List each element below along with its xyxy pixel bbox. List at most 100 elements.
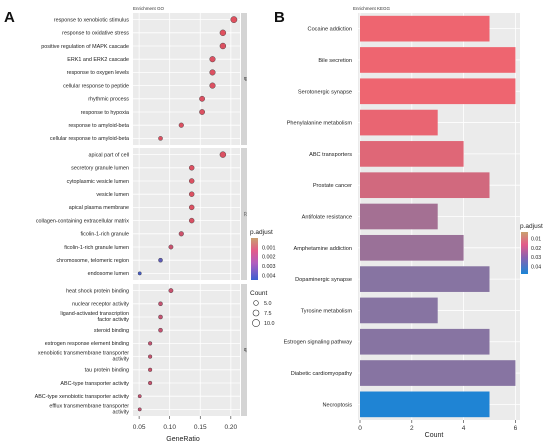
kegg-bar <box>360 203 438 230</box>
go-term-label: apical plasma membrane <box>69 205 129 211</box>
go-term-point <box>178 122 184 128</box>
go-term-point <box>158 257 163 263</box>
go-facet-strip <box>241 284 247 416</box>
kegg-x-tick-label: 6 <box>514 425 518 432</box>
go-legend: p.adjust 0.001 0.002 0.003 0.004 Count 5.0 7… <box>250 229 276 327</box>
kegg-category-label: Necroptosis <box>322 402 352 408</box>
go-term-label: nuclear receptor activity <box>72 302 129 308</box>
go-dotplot-panel: A Enrichment GO response to xenobiotic s… <box>4 6 276 443</box>
go-size-legend-circle <box>253 300 259 306</box>
go-term-point <box>209 69 216 76</box>
go-term-label: vesicle lumen <box>96 192 129 198</box>
panel-b-letter: B <box>274 9 285 26</box>
go-term-point <box>148 341 153 346</box>
go-term-label: heat shock protein binding <box>66 288 129 294</box>
go-facet-strip <box>241 148 247 280</box>
go-size-legend-label: 7.5 <box>264 311 272 317</box>
go-term-point <box>148 380 153 386</box>
go-term-point <box>158 327 163 333</box>
go-color-tick-label: 0.002 <box>262 255 276 261</box>
go-facet-strip <box>241 13 247 145</box>
go-term-label: ERK1 and ERK2 cascade <box>67 57 129 63</box>
kegg-bar <box>360 234 464 261</box>
go-term-point <box>188 204 195 211</box>
go-facet-strip-label: BP <box>243 77 247 81</box>
go-facet-background <box>133 284 240 416</box>
go-term-point <box>137 407 142 412</box>
go-color-tick-label: 0.001 <box>262 245 276 251</box>
kegg-category-label: Dopaminergic synapse <box>295 277 352 283</box>
go-term-label: efflux transmembrane transporter activity <box>49 403 129 415</box>
kegg-bar <box>360 47 516 73</box>
go-chart-title: Enrichment GO <box>133 6 165 11</box>
go-term-point <box>137 394 142 399</box>
go-term-label: response to amyloid-beta <box>68 123 129 129</box>
go-term-point <box>158 301 163 307</box>
kegg-category-label: Bile secretion <box>318 58 352 64</box>
go-color-legend-title: p.adjust <box>250 229 273 236</box>
kegg-category-label: Amphetamine addiction <box>294 246 352 252</box>
kegg-color-bar <box>521 232 528 274</box>
kegg-color-tick-label: 0.01 <box>531 237 541 243</box>
go-term-label: secretory granule lumen <box>71 166 129 172</box>
go-term-label: ABC-type transporter activity <box>60 381 129 387</box>
go-term-point <box>199 109 205 115</box>
kegg-chart-title: Enrichment KEGG <box>353 6 391 11</box>
go-term-point <box>148 354 153 359</box>
go-term-point <box>148 367 153 372</box>
kegg-color-tick-label: 0.02 <box>531 246 541 252</box>
go-term-point <box>209 56 216 63</box>
go-term-point <box>168 244 174 250</box>
kegg-bar <box>360 78 516 105</box>
go-x-tick-label: 0.10 <box>163 424 176 431</box>
go-term-point <box>219 42 227 50</box>
go-term-label: response to xenobiotic stimulus <box>54 17 130 23</box>
go-term-label: collagen-containing extracellular matrix <box>36 218 129 224</box>
go-term-point <box>219 151 227 158</box>
kegg-category-label: Phenylalanine metabolism <box>287 121 353 127</box>
go-color-tick-label: 0.004 <box>262 273 276 279</box>
kegg-x-tick-label: 2 <box>410 425 414 432</box>
go-term-point <box>188 165 195 171</box>
go-x-tick-label: 0.05 <box>133 424 146 431</box>
go-term-label: response to hypoxia <box>81 110 129 116</box>
go-term-label: steroid binding <box>94 328 129 334</box>
panel-a-letter: A <box>4 9 15 26</box>
kegg-bar <box>360 297 438 324</box>
go-term-label: response to oxygen levels <box>67 70 130 76</box>
kegg-color-tick-label: 0.04 <box>531 265 541 271</box>
go-term-label: endosome lumen <box>88 271 129 277</box>
kegg-bar <box>360 266 490 292</box>
go-x-tick-label: 0.15 <box>194 424 207 431</box>
go-term-point <box>199 95 205 102</box>
go-term-label: tau protein binding <box>85 368 129 374</box>
go-facet-strip-label: CC <box>243 212 247 217</box>
go-facet-strip-label: MF <box>243 348 247 353</box>
go-term-label: cellular response to peptide <box>63 83 129 89</box>
go-term-point <box>158 314 163 320</box>
go-term-point <box>209 82 216 89</box>
go-color-bar <box>251 238 258 280</box>
go-size-legend-label: 10.0 <box>264 321 275 327</box>
kegg-x-axis-label: Count <box>425 432 444 439</box>
go-size-legend-circle <box>252 309 260 317</box>
go-term-point <box>168 288 174 293</box>
kegg-category-label: Estrogen signaling pathway <box>284 340 353 346</box>
go-term-label: xenobiotic transmembrane transporter acti… <box>38 351 129 363</box>
go-term-label: ficolin-1-rich granule lumen <box>64 245 129 251</box>
kegg-category-label: Diabetic cardiomyopathy <box>291 371 352 377</box>
kegg-bar <box>360 172 490 199</box>
go-term-point <box>188 178 195 184</box>
kegg-x-tick-label: 4 <box>462 425 466 432</box>
kegg-bar <box>360 141 464 167</box>
kegg-category-label: Prostate cancer <box>313 183 352 189</box>
go-term-point <box>188 191 195 197</box>
go-term-label: ABC-type xenobiotic transporter activity <box>35 394 130 400</box>
go-term-label: positive regulation of MAPK cascade <box>41 44 129 50</box>
kegg-bar <box>360 328 490 355</box>
go-term-label: ficolin-1-rich granule <box>80 232 129 238</box>
go-term-point <box>188 217 195 224</box>
go-size-legend-label: 5.0 <box>264 301 272 307</box>
kegg-x-tick-label: 0 <box>358 425 362 432</box>
